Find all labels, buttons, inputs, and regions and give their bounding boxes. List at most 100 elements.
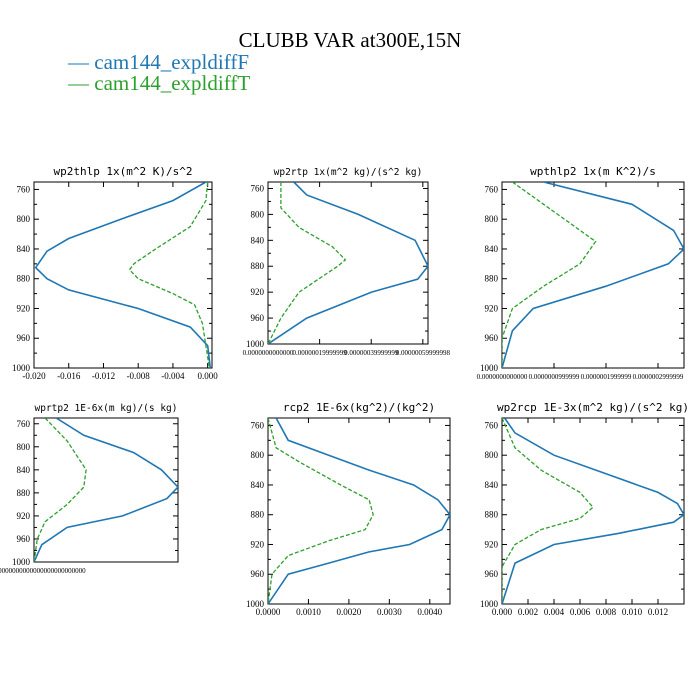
x-tick-label: -0.004 bbox=[161, 371, 185, 381]
x-tick-label: 0.0000 bbox=[256, 607, 281, 617]
series-line-cam144_expldiffT bbox=[268, 418, 374, 604]
x-tick-label: 0.0010 bbox=[296, 607, 321, 617]
y-tick-label: 1000 bbox=[12, 363, 31, 373]
panel-title: wp2rtp 1x(m^2 kg)/(s^2 kg) bbox=[274, 167, 423, 178]
x-tick-label: 0.00000039999999 bbox=[344, 349, 399, 357]
y-tick-label: 960 bbox=[251, 313, 265, 323]
x-tick-label: 0.008 bbox=[596, 607, 617, 617]
panel-2: wp2rtp 1x(m^2 kg)/(s^2 kg) 760 800 840 880 92… bbox=[243, 167, 451, 357]
y-tick-label: 840 bbox=[251, 235, 265, 245]
y-tick-label: 800 bbox=[485, 214, 499, 224]
x-tick-label: 0.0000000999999 bbox=[529, 373, 580, 381]
y-tick-label: 760 bbox=[251, 420, 265, 430]
x-tick-label: 0.0000002999999 bbox=[633, 373, 684, 381]
y-tick-label: 800 bbox=[485, 450, 499, 460]
x-tick-label: 0.006 bbox=[570, 607, 591, 617]
x-tick-label: 0.0030 bbox=[377, 607, 402, 617]
x-tick-label: 0.002 bbox=[518, 607, 538, 617]
y-tick-label: 960 bbox=[485, 569, 499, 579]
plot-frame bbox=[501, 181, 685, 369]
panel-title: wpthlp2 1x(m K^2)/s bbox=[530, 165, 656, 178]
y-tick-label: 800 bbox=[251, 209, 265, 219]
x-tick-label: -0.008 bbox=[127, 371, 151, 381]
y-tick-label: 920 bbox=[485, 539, 499, 549]
plot-frame bbox=[267, 181, 429, 345]
series-line-cam144_expldiffF bbox=[502, 418, 684, 604]
panel-title: wp2thlp 1x(m^2 K)/s^2 bbox=[53, 165, 192, 178]
series-line-cam144_expldiffT bbox=[34, 418, 87, 562]
panel-5: rcp2 1E-6x(kg^2)/(kg^2) 760 800 840 880 920 96… bbox=[246, 401, 451, 617]
plot-frame bbox=[267, 417, 451, 605]
y-tick-label: 760 bbox=[17, 419, 31, 429]
y-tick-label: 800 bbox=[17, 442, 31, 452]
x-tick-label: -0.012 bbox=[92, 371, 115, 381]
series-line-cam144_expldiffT bbox=[268, 182, 347, 344]
y-tick-label: 840 bbox=[251, 480, 265, 490]
y-tick-label: 920 bbox=[485, 303, 499, 313]
y-tick-label: 880 bbox=[17, 488, 31, 498]
y-tick-label: 960 bbox=[251, 569, 265, 579]
panel-3: wpthlp2 1x(m K^2)/s 760 800 840 880 920 960 100… bbox=[477, 165, 685, 381]
series-line-cam144_expldiffF bbox=[502, 182, 684, 368]
y-tick-label: 760 bbox=[251, 183, 265, 193]
x-tick-label: 0.0000000000000 bbox=[243, 349, 294, 357]
y-tick-label: 880 bbox=[17, 274, 31, 284]
x-tick-label: 0.00000059999998 bbox=[396, 349, 451, 357]
panel-title: rcp2 1E-6x(kg^2)/(kg^2) bbox=[283, 401, 435, 414]
x-tick-label: -0.020 bbox=[22, 371, 46, 381]
plot-frame bbox=[501, 417, 685, 605]
y-tick-label: 920 bbox=[251, 287, 265, 297]
series-line-cam144_expldiffF bbox=[34, 418, 178, 562]
y-tick-label: 840 bbox=[17, 244, 31, 254]
x-tick-label: 0.00000019999999 bbox=[292, 349, 347, 357]
y-tick-label: 760 bbox=[17, 184, 31, 194]
figure-title: CLUBB VAR at300E,15N bbox=[238, 28, 462, 52]
series-line-cam144_expldiffT bbox=[128, 182, 211, 368]
y-tick-label: 960 bbox=[17, 534, 31, 544]
y-tick-label: 1000 bbox=[480, 599, 499, 609]
y-tick-label: 1000 bbox=[480, 363, 499, 373]
y-tick-label: 1000 bbox=[12, 557, 31, 567]
y-tick-label: 920 bbox=[17, 303, 31, 313]
y-tick-label: 920 bbox=[17, 511, 31, 521]
y-tick-label: 880 bbox=[251, 510, 265, 520]
x-tick-label: 0.000 bbox=[198, 371, 219, 381]
series-line-cam144_expldiffF bbox=[268, 182, 428, 344]
y-tick-label: 760 bbox=[485, 420, 499, 430]
y-tick-label: 960 bbox=[17, 333, 31, 343]
plot-frame bbox=[33, 417, 179, 563]
x-tick-label: 0.004 bbox=[544, 607, 565, 617]
series-line-cam144_expldiffF bbox=[34, 182, 212, 368]
x-tick-label: 0.0020 bbox=[337, 607, 362, 617]
x-tick-label: -0.016 bbox=[57, 371, 81, 381]
series-line-cam144_expldiffF bbox=[268, 418, 450, 604]
panel-1: wp2thlp 1x(m^2 K)/s^2 760 800 840 880 920 960 1… bbox=[12, 165, 218, 381]
y-tick-label: 880 bbox=[485, 510, 499, 520]
y-tick-label: 920 bbox=[251, 539, 265, 549]
y-tick-label: 800 bbox=[251, 450, 265, 460]
y-tick-label: 840 bbox=[485, 480, 499, 490]
series-line-cam144_expldiffT bbox=[502, 418, 594, 604]
x-tick-label: 0.0000000000000000000000000000 bbox=[0, 567, 86, 575]
x-tick-label: 0.0000000000000 bbox=[477, 373, 528, 381]
series-line-cam144_expldiffT bbox=[502, 182, 597, 368]
x-tick-label: 0.010 bbox=[622, 607, 643, 617]
y-tick-label: 840 bbox=[485, 244, 499, 254]
y-tick-label: 840 bbox=[17, 465, 31, 475]
y-tick-label: 760 bbox=[485, 184, 499, 194]
panel-title: wp2rcp 1E-3x(m^2 kg)/(s^2 kg) bbox=[497, 401, 689, 414]
y-tick-label: 1000 bbox=[246, 599, 265, 609]
y-tick-label: 800 bbox=[17, 214, 31, 224]
panel-title: wprtp2 1E-6x(m kg)/(s kg) bbox=[35, 403, 178, 414]
y-tick-label: 880 bbox=[251, 261, 265, 271]
legend-entry-expldiffF: — cam144_expldiffF bbox=[68, 50, 250, 74]
x-tick-label: 0.0000001999999 bbox=[581, 373, 632, 381]
y-tick-label: 1000 bbox=[246, 339, 265, 349]
x-tick-label: 0.0040 bbox=[417, 607, 442, 617]
plot-frame bbox=[33, 181, 213, 369]
legend-entry-expldiffT: — cam144_expldiffT bbox=[68, 71, 251, 95]
panel-4: wprtp2 1E-6x(m kg)/(s kg) 760 800 840 880 920… bbox=[0, 403, 179, 575]
x-tick-label: 0.012 bbox=[648, 607, 668, 617]
